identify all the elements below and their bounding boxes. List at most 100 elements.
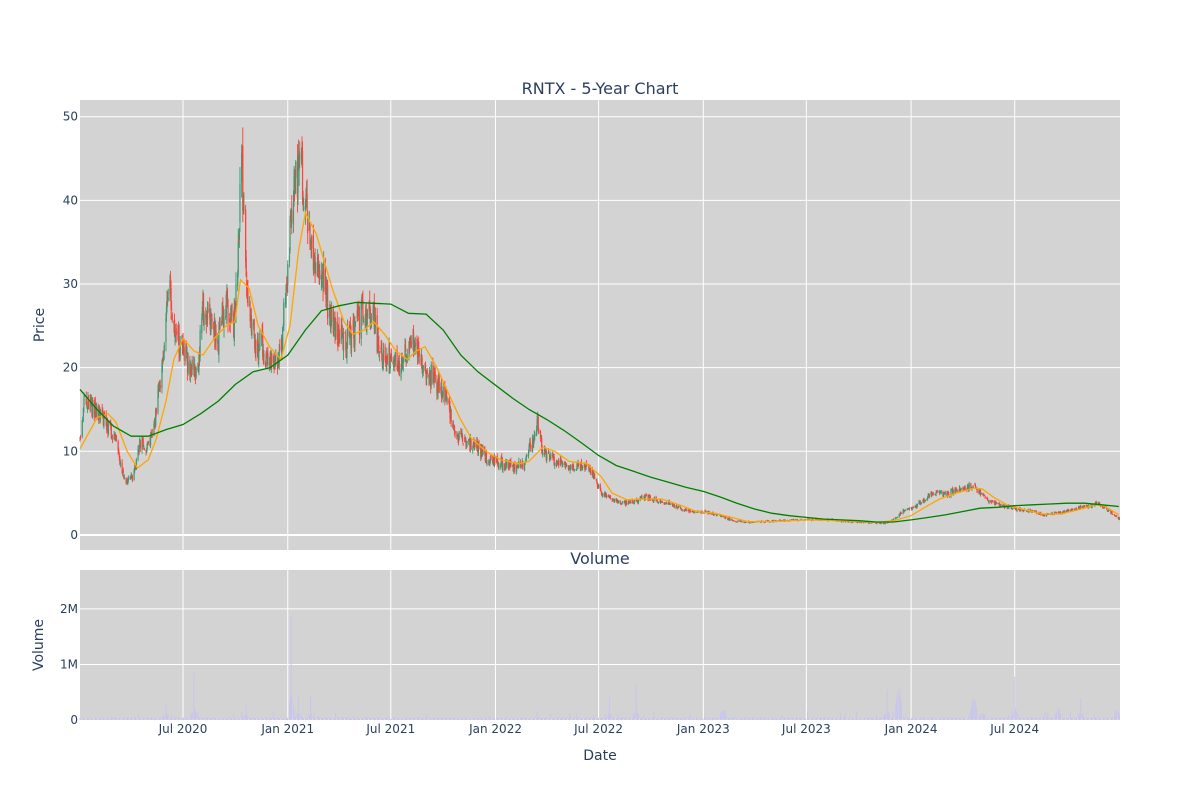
candle-body bbox=[660, 500, 662, 503]
candle-body bbox=[86, 406, 89, 409]
volume-bar bbox=[653, 717, 655, 720]
candle-body bbox=[489, 459, 491, 464]
volume-bar bbox=[922, 717, 924, 720]
candle-body bbox=[226, 288, 229, 305]
volume-bar bbox=[566, 717, 568, 720]
candle-body bbox=[926, 499, 928, 501]
candle-body bbox=[231, 303, 233, 317]
volume-bar bbox=[453, 717, 455, 720]
volume-bar bbox=[994, 718, 996, 720]
volume-bar bbox=[868, 717, 870, 720]
volume-bar bbox=[776, 719, 778, 720]
x-axis-ticks: Jul 2020 Jan 2021 Jul 2021 Jan 2022 Jul 2022… bbox=[158, 722, 1040, 736]
volume-bar bbox=[93, 719, 95, 720]
volume-bar bbox=[532, 717, 534, 720]
candle-body bbox=[553, 456, 555, 466]
candle-body bbox=[1044, 513, 1046, 516]
volume-bar bbox=[683, 717, 685, 720]
volume-bar bbox=[107, 718, 109, 720]
candle-body bbox=[86, 405, 88, 407]
candle-body bbox=[735, 521, 737, 523]
volume-bar bbox=[587, 717, 589, 720]
volume-bar bbox=[588, 717, 590, 720]
volume-bar bbox=[358, 719, 360, 720]
volume-bar bbox=[532, 718, 534, 720]
volume-bar bbox=[1051, 718, 1053, 720]
candle-body bbox=[775, 520, 777, 521]
volume-y-tick-label: 1M bbox=[60, 657, 78, 671]
volume-bar bbox=[173, 717, 175, 720]
volume-bar bbox=[402, 718, 404, 720]
volume-bar bbox=[513, 719, 515, 720]
volume-bar bbox=[183, 718, 185, 720]
candle-body bbox=[127, 477, 129, 481]
volume-bar bbox=[197, 711, 199, 720]
candle-body bbox=[175, 328, 177, 336]
volume-bar bbox=[884, 714, 886, 720]
volume-bar bbox=[779, 719, 781, 720]
volume-bar bbox=[103, 719, 105, 720]
volume-bar bbox=[448, 717, 450, 720]
volume-bar bbox=[837, 718, 839, 720]
volume-bar bbox=[257, 717, 259, 720]
volume-bar bbox=[1099, 718, 1101, 720]
volume-bar bbox=[586, 718, 588, 720]
volume-bar bbox=[884, 714, 886, 720]
candle-body bbox=[1111, 511, 1113, 515]
candle-body bbox=[908, 508, 910, 510]
volume-bar bbox=[199, 717, 201, 720]
volume-bar bbox=[787, 718, 789, 720]
candle-body bbox=[1106, 507, 1108, 510]
volume-bar bbox=[736, 719, 738, 720]
volume-bar bbox=[755, 719, 757, 720]
candle-body bbox=[444, 384, 446, 402]
volume-bar bbox=[1052, 717, 1054, 720]
candle-body bbox=[671, 504, 674, 507]
volume-bar bbox=[959, 718, 961, 720]
volume-bar bbox=[859, 719, 861, 720]
candle-body bbox=[169, 277, 172, 291]
volume-bar bbox=[489, 718, 491, 720]
volume-bar bbox=[1019, 717, 1021, 720]
candle-body bbox=[979, 490, 982, 495]
volume-bar bbox=[441, 717, 443, 720]
candle-body bbox=[110, 425, 112, 438]
volume-bar bbox=[840, 719, 842, 720]
volume-bar bbox=[890, 718, 892, 720]
volume-bar bbox=[963, 717, 965, 720]
volume-bar bbox=[612, 718, 614, 720]
volume-bar bbox=[1102, 718, 1104, 720]
candle-body bbox=[675, 505, 677, 508]
candle-body bbox=[761, 520, 763, 522]
candle-body bbox=[621, 503, 623, 504]
volume-bar bbox=[166, 716, 168, 720]
candle-body bbox=[896, 516, 899, 518]
volume-bar bbox=[960, 718, 962, 720]
candle-body bbox=[201, 317, 203, 334]
candle-body bbox=[995, 501, 997, 504]
candle-body bbox=[562, 462, 564, 467]
candle-body bbox=[522, 462, 524, 470]
volume-bar bbox=[222, 719, 224, 720]
volume-bar bbox=[604, 717, 606, 720]
candle-body bbox=[679, 507, 682, 509]
volume-bar bbox=[879, 717, 881, 720]
candle-body bbox=[986, 497, 988, 499]
candle-body bbox=[374, 316, 377, 328]
volume-bar bbox=[362, 718, 364, 720]
volume-bar bbox=[135, 719, 137, 720]
candle-body bbox=[268, 362, 271, 365]
volume-bar bbox=[277, 717, 279, 720]
candle-body bbox=[472, 449, 474, 451]
candle-body bbox=[868, 523, 871, 524]
volume-bar bbox=[723, 709, 725, 720]
volume-bar bbox=[912, 716, 914, 720]
candle-body bbox=[1077, 506, 1080, 510]
volume-bar bbox=[355, 717, 357, 720]
volume-bar bbox=[218, 717, 220, 720]
price-y-tick-label: 10 bbox=[63, 444, 78, 458]
volume-bar bbox=[1106, 718, 1108, 720]
price-y-tick-label: 40 bbox=[63, 193, 78, 207]
volume-bar bbox=[404, 717, 406, 720]
volume-bar bbox=[151, 717, 153, 720]
